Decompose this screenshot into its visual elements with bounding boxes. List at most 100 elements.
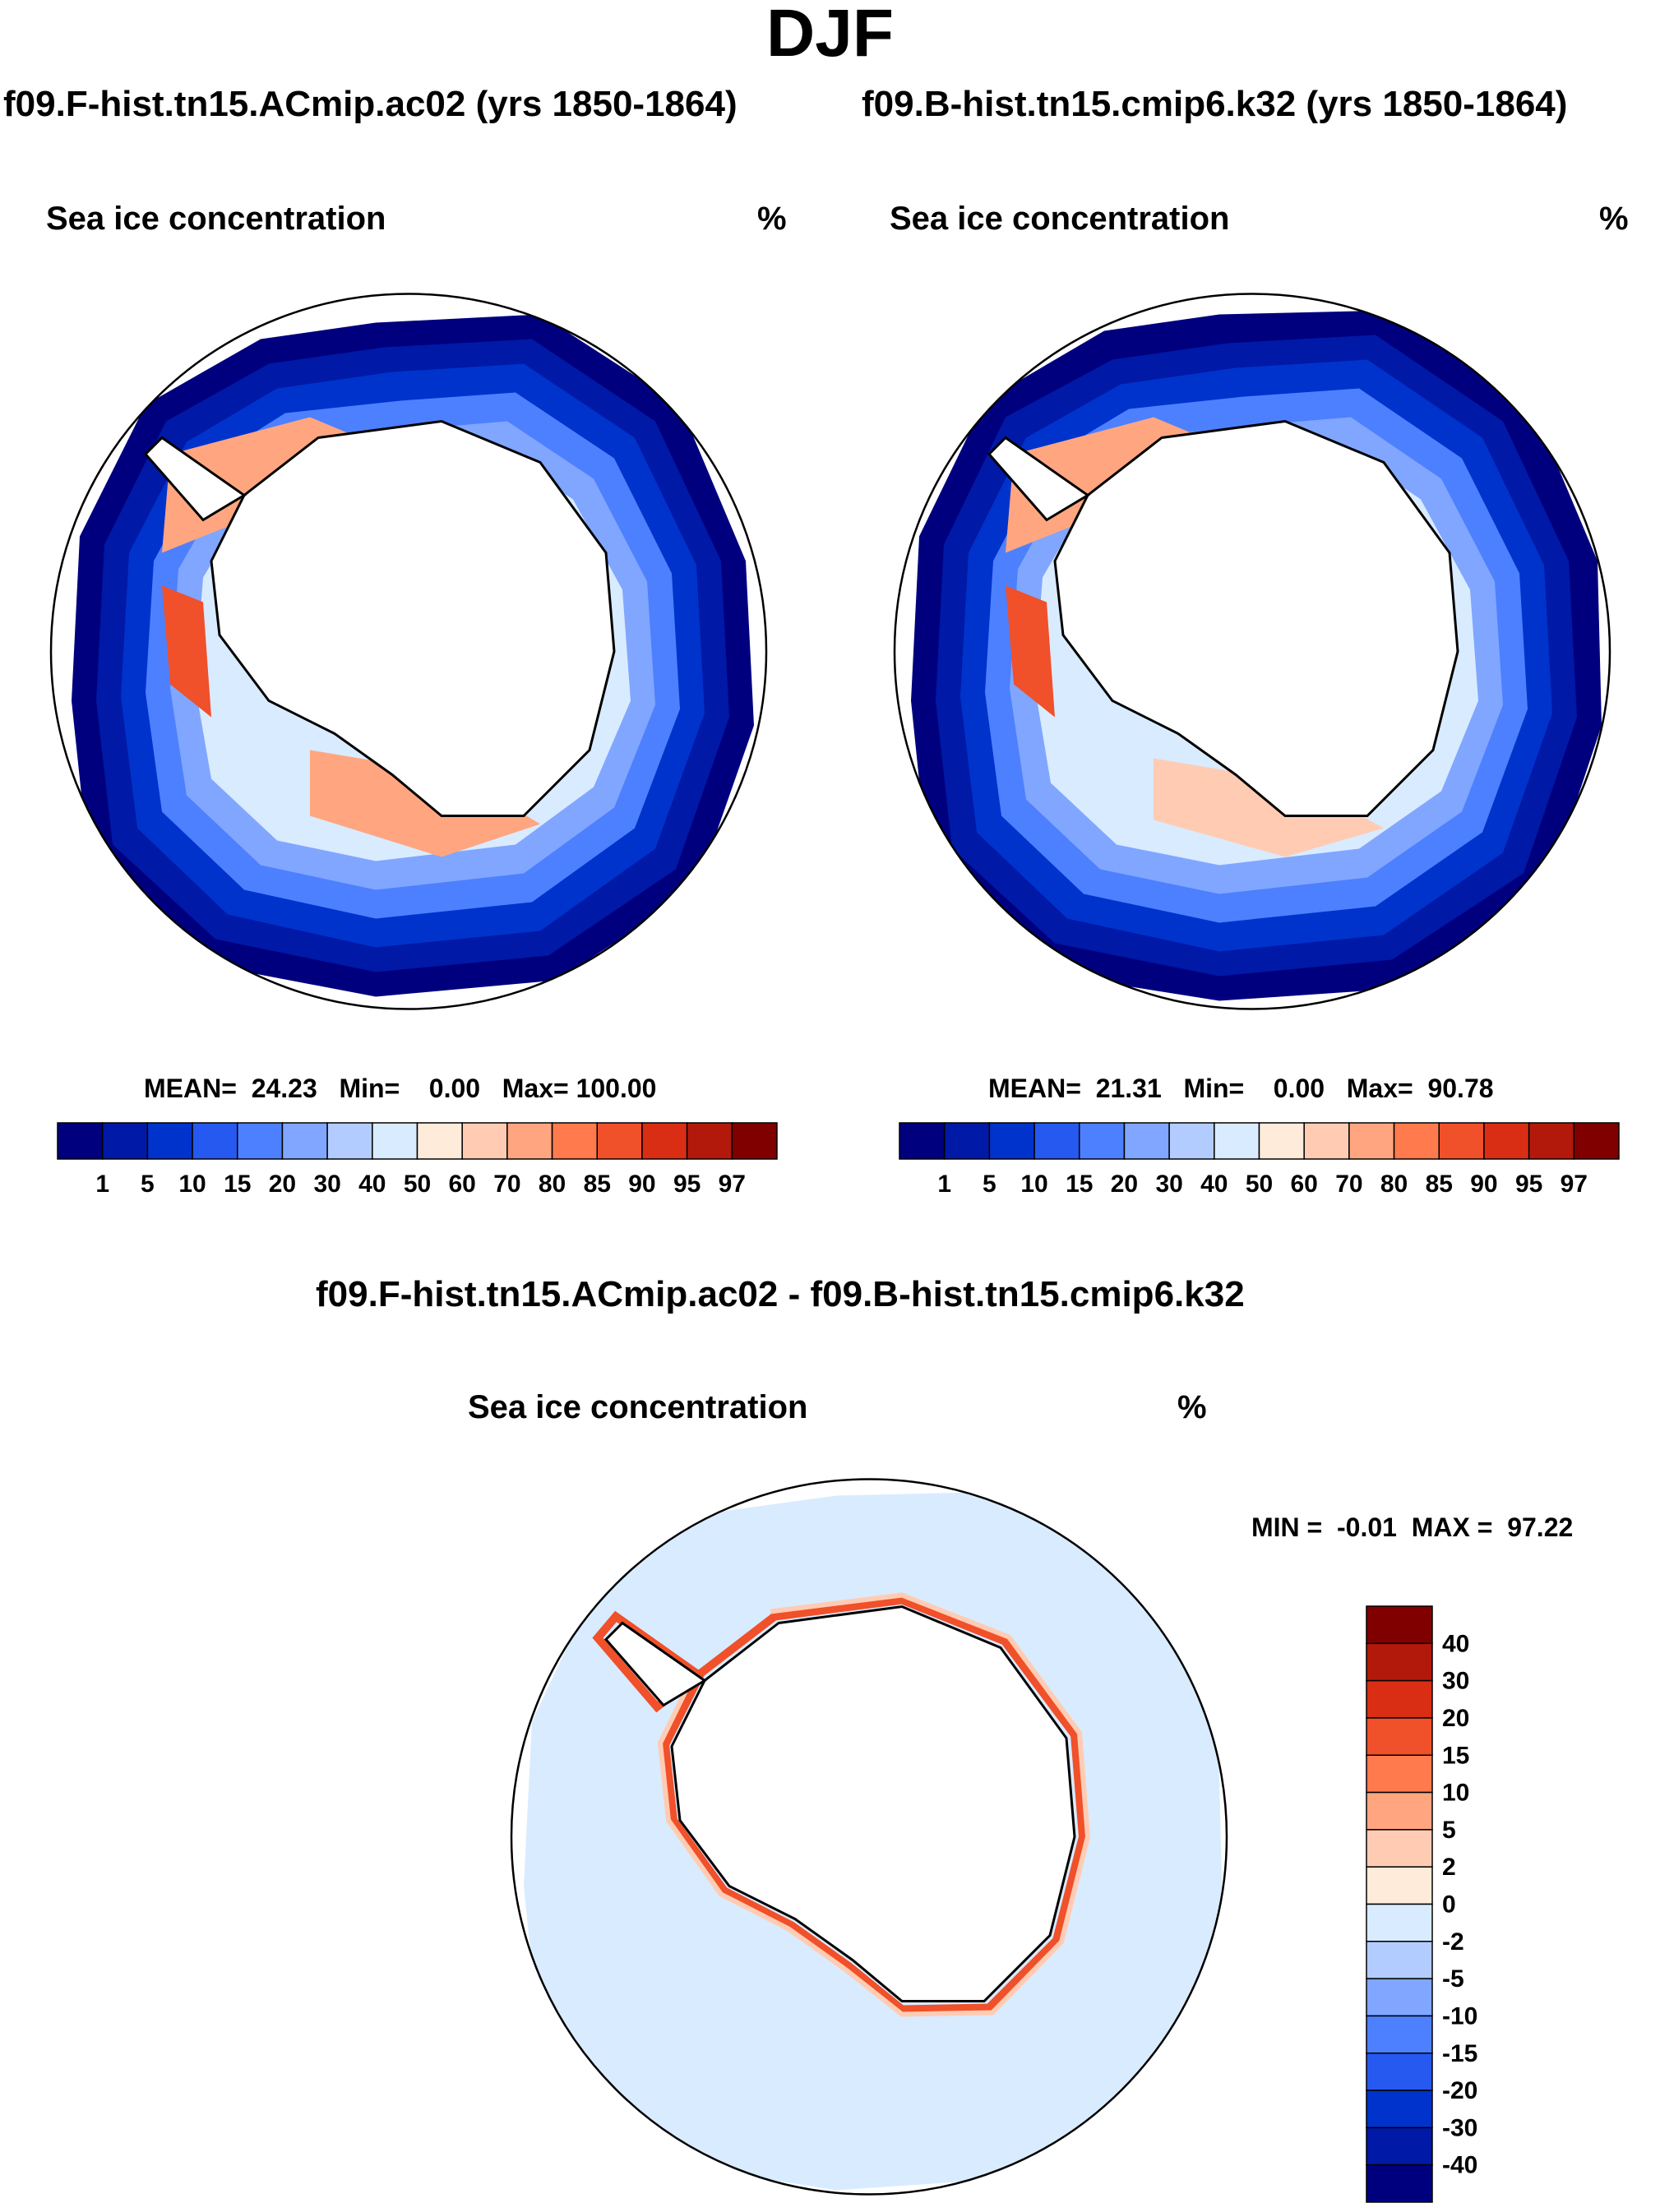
right-colorbar-tick-label: 95 [1515,1171,1542,1198]
diff-colorbar-tick-label: -5 [1442,1965,1464,1993]
diff-colorbar-swatch [1366,1717,1433,1756]
antarctic-peninsula [987,436,1090,522]
antarctic-peninsula [143,436,247,522]
left-colorbar-tick-label: 97 [719,1171,746,1198]
right-colorbar-swatch [1528,1122,1575,1160]
left-colorbar-tick-label: 30 [313,1171,340,1198]
left-colorbar-tick-label: 90 [628,1171,655,1198]
right-colorbar-tick-label: 70 [1335,1171,1362,1198]
diff-colorbar-swatch [1366,1754,1433,1794]
left-colorbar-tick-label: 20 [269,1171,296,1198]
diff-units-label: % [1177,1389,1207,1425]
diff-title: f09.F-hist.tn15.ACmip.ac02 - f09.B-hist.… [316,1274,1245,1314]
right-colorbar-tick-label: 90 [1470,1171,1497,1198]
right-colorbar-tick-label: 40 [1200,1171,1228,1198]
diff-colorbar-tick-label: 40 [1442,1630,1469,1657]
left-colorbar-swatch [551,1122,598,1160]
antarctica-continent [210,419,616,817]
diff-colorbar-tick-label: 15 [1442,1742,1469,1769]
right-case-title: f09.B-hist.tn15.cmip6.k32 (yrs 1850-1864… [862,84,1568,124]
left-colorbar-swatch [101,1122,149,1160]
left-stats: MEAN= 24.23 Min= 0.00 Max= 100.00 [144,1074,657,1103]
diff-colorbar-swatch [1366,1978,1433,2017]
left-colorbar-tick-label: 60 [449,1171,476,1198]
right-colorbar-swatch [1214,1122,1260,1160]
diff-colorbar-tick-label: 0 [1442,1891,1456,1919]
left-colorbar-swatch [192,1122,238,1160]
diff-coastal-fringe [657,1592,1091,2017]
right-colorbar-tick-label: 10 [1020,1171,1047,1198]
diff-colorbar-tick-label: -10 [1442,2002,1477,2030]
diff-colorbar-swatch [1366,2164,1433,2203]
diff-colorbar-tick-label: -15 [1442,2040,1477,2067]
diff-colorbar-tick-label: -2 [1442,1928,1464,1956]
right-colorbar-swatch [1438,1122,1485,1160]
diff-polar-map [510,1478,1228,2196]
left-colorbar-tick-label: 15 [224,1171,251,1198]
diff-minmax: MIN = -0.01 MAX = 97.22 [1251,1512,1574,1542]
left-colorbar-tick-label: 50 [404,1171,431,1198]
diff-colorbar-swatch [1366,2015,1433,2054]
left-colorbar-tick-label: 5 [141,1171,155,1198]
diff-colorbar-tick-label: -20 [1442,2077,1477,2104]
right-variable-label: Sea ice concentration [890,201,1230,237]
right-colorbar-swatch [1393,1122,1440,1160]
left-colorbar-swatch [237,1122,284,1160]
left-polar-map [49,293,768,1010]
left-colorbar-tick-label: 40 [358,1171,386,1198]
right-colorbar-swatch [1123,1122,1170,1160]
right-colorbar-swatch [1258,1122,1305,1160]
right-colorbar-swatch [943,1122,991,1160]
left-colorbar-swatch [372,1122,418,1160]
diff-colorbar-swatch [1366,1829,1433,1868]
left-colorbar-tick-label: 80 [539,1171,566,1198]
right-colorbar-swatch [899,1122,946,1160]
diff-colorbar-swatch [1366,1642,1433,1682]
diff-colorbar-swatch [1366,1605,1433,1645]
left-colorbar-swatch [281,1122,328,1160]
left-variable-label: Sea ice concentration [46,201,386,237]
left-colorbar-tick-label: 1 [95,1171,109,1198]
right-colorbar-tick-label: 15 [1066,1171,1093,1198]
right-colorbar-swatch [1573,1122,1620,1160]
left-colorbar-swatch [596,1122,643,1160]
left-case-title: f09.F-hist.tn15.ACmip.ac02 (yrs 1850-186… [3,84,738,124]
page-title: DJF [766,0,894,71]
diff-colorbar-swatch [1366,2127,1433,2166]
left-colorbar-tick-label: 70 [493,1171,520,1198]
right-colorbar-swatch [1348,1122,1395,1160]
left-colorbar-swatch [686,1122,733,1160]
right-polar-map [893,293,1611,1010]
left-colorbar-swatch [641,1122,688,1160]
diff-colorbar-tick-label: -30 [1442,2114,1477,2141]
diff-colorbar-swatch [1366,2090,1433,2129]
right-colorbar-tick-label: 5 [983,1171,996,1198]
right-colorbar-swatch [988,1122,1035,1160]
ice-pack-ross [1154,758,1384,857]
left-colorbar-swatch [506,1122,553,1160]
left-colorbar-swatch [326,1122,373,1160]
right-colorbar-swatch [1303,1122,1350,1160]
left-colorbar-swatch [731,1122,778,1160]
left-colorbar-tick-label: 85 [584,1171,611,1198]
ice-pack-bellingshausen [1006,585,1055,718]
antarctica-continent [670,1605,1076,2002]
diff-colorbar-tick-label: 20 [1442,1705,1469,1732]
ice-pack-bellingshausen [162,585,211,718]
right-colorbar-swatch [1168,1122,1215,1160]
right-colorbar-swatch [1079,1122,1126,1160]
left-colorbar-swatch [57,1122,104,1160]
diff-colorbar-swatch [1366,1941,1433,1979]
antarctica-continent [1053,419,1459,817]
right-colorbar-swatch [1483,1122,1530,1160]
right-colorbar-tick-label: 20 [1111,1171,1138,1198]
left-colorbar-swatch [146,1122,193,1160]
left-colorbar-tick-label: 95 [673,1171,701,1198]
left-units-label: % [757,201,787,237]
diff-colorbar-tick-label: 30 [1442,1668,1469,1695]
diff-colorbar-swatch [1366,2053,1433,2091]
diff-coastal-positive [592,1596,1088,2014]
left-colorbar-swatch [416,1122,463,1160]
right-colorbar-tick-label: 85 [1426,1171,1453,1198]
diff-variable-label: Sea ice concentration [468,1389,808,1425]
